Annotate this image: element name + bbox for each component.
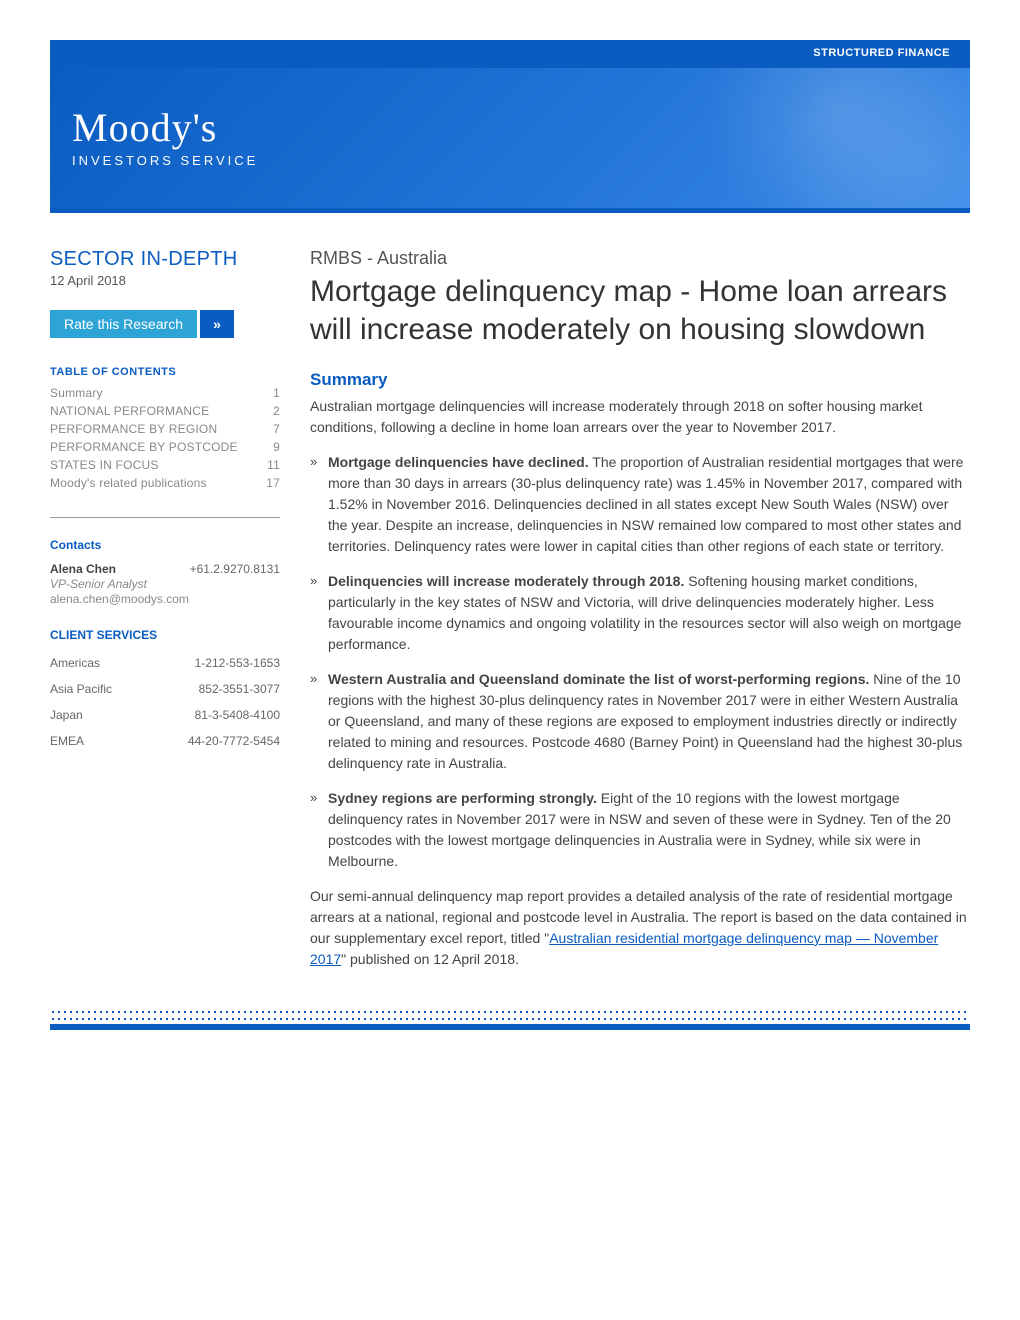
- toc-item[interactable]: NATIONAL PERFORMANCE 2: [50, 402, 280, 420]
- toc-item[interactable]: PERFORMANCE BY REGION 7: [50, 420, 280, 438]
- dots-row-icon: [50, 1010, 970, 1014]
- bullet-item: » Western Australia and Queensland domin…: [310, 669, 970, 774]
- brand-banner: Moody's INVESTORS SERVICE: [50, 68, 970, 213]
- main-content: RMBS - Australia Mortgage delinquency ma…: [310, 248, 970, 970]
- service-phone: 852-3551-3077: [199, 682, 280, 696]
- chevron-right-icon: »: [200, 310, 234, 338]
- contacts-heading: Contacts: [50, 538, 280, 552]
- bullet-marker-icon: »: [310, 571, 328, 655]
- toc-label: Summary: [50, 386, 103, 400]
- table-of-contents: Summary 1 NATIONAL PERFORMANCE 2 PERFORM…: [50, 384, 280, 492]
- toc-label: Moody's related publications: [50, 476, 207, 490]
- top-tag-bar: STRUCTURED FINANCE: [50, 40, 970, 68]
- client-services-list: Americas 1-212-553-1653 Asia Pacific 852…: [50, 650, 280, 754]
- toc-page: 11: [267, 458, 280, 472]
- sidebar: SECTOR IN-DEPTH 12 April 2018 Rate this …: [50, 248, 280, 970]
- bullet-item: » Delinquencies will increase moderately…: [310, 571, 970, 655]
- service-phone: 44-20-7772-5454: [188, 734, 280, 748]
- service-row: Asia Pacific 852-3551-3077: [50, 676, 280, 702]
- toc-item[interactable]: STATES IN FOCUS 11: [50, 456, 280, 474]
- service-region: EMEA: [50, 734, 84, 748]
- toc-page: 17: [266, 476, 280, 490]
- bullet-item: » Sydney regions are performing strongly…: [310, 788, 970, 872]
- bullet-marker-icon: »: [310, 788, 328, 872]
- bullet-lead: Delinquencies will increase moderately t…: [328, 573, 684, 589]
- contact-title: VP-Senior Analyst: [50, 577, 280, 591]
- logo-wordmark: Moody's: [72, 108, 258, 148]
- toc-page: 9: [273, 440, 280, 454]
- toc-label: PERFORMANCE BY REGION: [50, 422, 217, 436]
- page-footer-decoration: [50, 1010, 970, 1030]
- brand-logo: Moody's INVESTORS SERVICE: [72, 108, 258, 168]
- contact-block: Alena Chen +61.2.9270.8131 VP-Senior Ana…: [50, 562, 280, 606]
- logo-subline: INVESTORS SERVICE: [72, 153, 258, 168]
- service-row: EMEA 44-20-7772-5454: [50, 728, 280, 754]
- dots-row-icon: [50, 1017, 970, 1021]
- toc-item[interactable]: Summary 1: [50, 384, 280, 402]
- toc-page: 1: [273, 386, 280, 400]
- bullet-marker-icon: »: [310, 452, 328, 557]
- rate-research-label: Rate this Research: [50, 310, 197, 338]
- toc-item[interactable]: PERFORMANCE BY POSTCODE 9: [50, 438, 280, 456]
- top-tag-text: STRUCTURED FINANCE: [813, 47, 950, 59]
- service-region: Americas: [50, 656, 100, 670]
- bullet-lead: Mortgage delinquencies have declined.: [328, 454, 589, 470]
- client-services-heading: CLIENT SERVICES: [50, 628, 280, 642]
- bullet-item: » Mortgage delinquencies have declined. …: [310, 452, 970, 557]
- report-title: Mortgage delinquency map - Home loan arr…: [310, 273, 970, 348]
- bullet-lead: Western Australia and Queensland dominat…: [328, 671, 869, 687]
- content-columns: SECTOR IN-DEPTH 12 April 2018 Rate this …: [50, 248, 970, 970]
- bullet-body: Sydney regions are performing strongly. …: [328, 788, 970, 872]
- bullet-lead: Sydney regions are performing strongly.: [328, 790, 597, 806]
- contact-phone: +61.2.9270.8131: [190, 562, 280, 576]
- closing-post: " published on 12 April 2018.: [341, 951, 519, 967]
- toc-page: 2: [273, 404, 280, 418]
- service-row: Japan 81-3-5408-4100: [50, 702, 280, 728]
- page-root: STRUCTURED FINANCE Moody's INVESTORS SER…: [0, 0, 1020, 1060]
- summary-heading: Summary: [310, 370, 970, 390]
- service-row: Americas 1-212-553-1653: [50, 650, 280, 676]
- rate-research-button[interactable]: Rate this Research »: [50, 310, 234, 338]
- bullet-marker-icon: »: [310, 669, 328, 774]
- service-phone: 1-212-553-1653: [195, 656, 280, 670]
- closing-paragraph: Our semi-annual delinquency map report p…: [310, 886, 970, 970]
- service-phone: 81-3-5408-4100: [195, 708, 280, 722]
- contact-name: Alena Chen: [50, 562, 116, 576]
- service-region: Asia Pacific: [50, 682, 112, 696]
- bullet-body: Delinquencies will increase moderately t…: [328, 571, 970, 655]
- toc-label: STATES IN FOCUS: [50, 458, 159, 472]
- publication-date: 12 April 2018: [50, 273, 280, 288]
- toc-item[interactable]: Moody's related publications 17: [50, 474, 280, 492]
- bullet-body: Mortgage delinquencies have declined. Th…: [328, 452, 970, 557]
- footer-bar: [50, 1024, 970, 1030]
- sector-label: SECTOR IN-DEPTH: [50, 248, 280, 271]
- bullet-body: Western Australia and Queensland dominat…: [328, 669, 970, 774]
- toc-label: NATIONAL PERFORMANCE: [50, 404, 209, 418]
- toc-label: PERFORMANCE BY POSTCODE: [50, 440, 238, 454]
- toc-heading: TABLE OF CONTENTS: [50, 366, 280, 378]
- summary-intro: Australian mortgage delinquencies will i…: [310, 396, 970, 438]
- bullet-list: » Mortgage delinquencies have declined. …: [310, 452, 970, 872]
- report-pretitle: RMBS - Australia: [310, 248, 970, 269]
- divider: [50, 517, 280, 518]
- toc-page: 7: [273, 422, 280, 436]
- contact-email: alena.chen@moodys.com: [50, 592, 280, 606]
- service-region: Japan: [50, 708, 83, 722]
